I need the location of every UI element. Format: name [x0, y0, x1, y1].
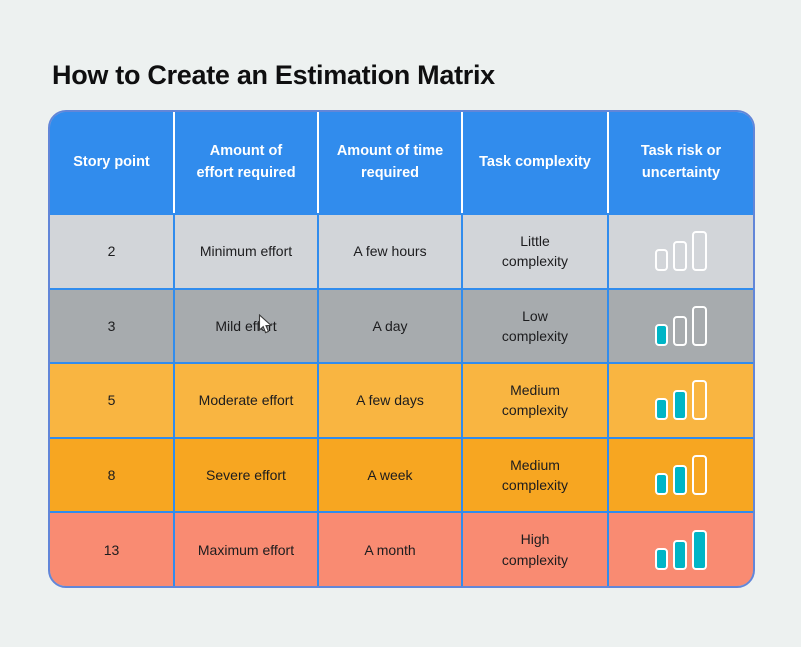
time-cell: A month: [319, 513, 461, 586]
risk-cell: [609, 289, 753, 363]
risk-bar-filled: [655, 473, 668, 496]
risk-cell: [609, 513, 753, 586]
column-header-risk: Task risk or uncertainty: [609, 112, 753, 213]
risk-bars-icon: [655, 455, 707, 496]
risk-bar-empty: [692, 455, 707, 496]
column-header-complexity: Task complexity: [463, 112, 607, 213]
estimation-matrix-grid: Story point Amount of effort required Am…: [50, 112, 753, 586]
risk-bar-empty: [673, 241, 687, 272]
column-header-time: Amount of time required: [319, 112, 461, 213]
risk-bar-filled: [673, 390, 687, 421]
risk-bars-icon: [655, 529, 707, 570]
column-header-effort: Amount of effort required: [175, 112, 317, 213]
story-point-cell: 8: [50, 438, 173, 512]
effort-cell: Mild effort: [175, 289, 317, 363]
risk-bar-filled: [692, 529, 707, 570]
risk-bar-empty: [655, 249, 668, 272]
risk-cell: [609, 364, 753, 437]
risk-bar-filled: [673, 539, 687, 570]
risk-bar-filled: [655, 398, 668, 421]
column-header-story-point: Story point: [50, 112, 173, 213]
risk-bars-icon: [655, 305, 707, 346]
time-cell: A few hours: [319, 215, 461, 288]
story-point-cell: 5: [50, 364, 173, 437]
risk-bar-filled: [655, 323, 668, 346]
effort-cell: Maximum effort: [175, 513, 317, 586]
time-cell: A few days: [319, 364, 461, 437]
risk-bars-icon: [655, 380, 707, 421]
estimation-matrix-table: Story point Amount of effort required Am…: [48, 110, 755, 588]
effort-cell: Minimum effort: [175, 215, 317, 288]
time-cell: A week: [319, 438, 461, 512]
risk-bar-empty: [692, 305, 707, 346]
risk-cell: [609, 438, 753, 512]
complexity-cell: Little complexity: [463, 215, 607, 288]
complexity-cell: Medium complexity: [463, 364, 607, 437]
risk-bar-empty: [692, 231, 707, 272]
story-point-cell: 2: [50, 215, 173, 288]
time-cell: A day: [319, 289, 461, 363]
risk-cell: [609, 215, 753, 288]
risk-bar-empty: [692, 380, 707, 421]
complexity-cell: High complexity: [463, 513, 607, 586]
story-point-cell: 3: [50, 289, 173, 363]
effort-cell: Moderate effort: [175, 364, 317, 437]
risk-bar-empty: [673, 315, 687, 346]
complexity-cell: Low complexity: [463, 289, 607, 363]
complexity-cell: Medium complexity: [463, 438, 607, 512]
risk-bar-filled: [655, 547, 668, 570]
risk-bars-icon: [655, 231, 707, 272]
effort-cell: Severe effort: [175, 438, 317, 512]
risk-bar-filled: [673, 465, 687, 496]
story-point-cell: 13: [50, 513, 173, 586]
page-title: How to Create an Estimation Matrix: [52, 60, 495, 91]
